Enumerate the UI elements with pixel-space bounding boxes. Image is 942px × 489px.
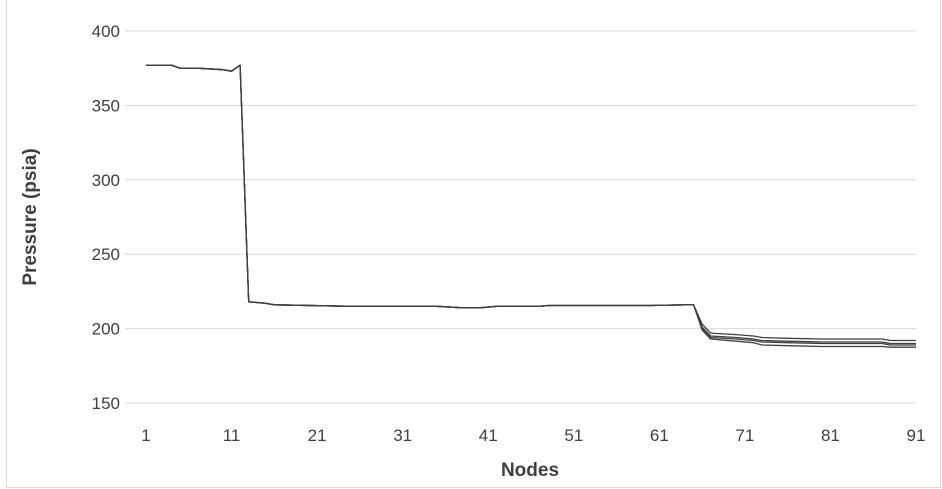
series-line-4 [146, 64, 916, 348]
y-tick-label: 150 [92, 394, 120, 413]
x-tick-label: 81 [821, 426, 840, 445]
y-tick-label: 300 [92, 171, 120, 190]
y-tick-label: 250 [92, 245, 120, 264]
gridlines [125, 30, 916, 330]
y-tick-label: 200 [92, 320, 120, 339]
series-line-1 [146, 64, 916, 342]
series-line-2 [146, 64, 916, 345]
series-lines [146, 64, 916, 348]
x-tick-label: 11 [223, 426, 241, 445]
x-tick-label: 31 [393, 426, 412, 445]
x-tick-label: 1 [141, 426, 150, 445]
x-tick-label: 21 [308, 426, 327, 445]
x-tick-label: 91 [907, 426, 926, 445]
y-tick-label: 350 [92, 96, 120, 115]
x-axis-ticks: 1 11 21 31 41 51 61 71 81 91 [141, 426, 925, 445]
y-axis-ticks: 150 200 250 300 350 400 [92, 22, 120, 413]
x-tick-label: 41 [479, 426, 498, 445]
y-axis-title: Pressure (psia) [20, 148, 41, 285]
x-tick-label: 71 [735, 426, 754, 445]
chart-frame [6, 0, 941, 488]
x-axis-title: Nodes [501, 460, 559, 481]
y-tick-label: 400 [92, 22, 120, 41]
x-tick-label: 61 [650, 426, 669, 445]
x-tick-label: 51 [564, 426, 583, 445]
